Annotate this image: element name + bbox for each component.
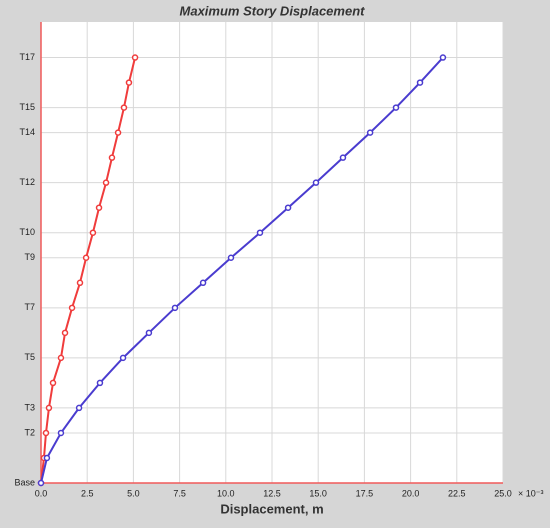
y-tick-label: T10 (19, 227, 35, 237)
x-tick-label: 7.5 (173, 488, 186, 498)
data-point (145, 329, 153, 337)
y-tick-label: T15 (19, 102, 35, 112)
data-point (45, 404, 53, 412)
y-tick-label: T2 (24, 427, 35, 437)
x-tick-label: 22.5 (448, 488, 466, 498)
x-axis-label: Displacement, m (220, 501, 323, 516)
data-point (43, 454, 51, 462)
data-point (284, 204, 292, 211)
data-point (61, 329, 69, 337)
data-point (256, 229, 264, 236)
data-point (95, 204, 103, 211)
series-line (40, 56, 444, 484)
data-point (49, 379, 57, 387)
data-point (114, 129, 122, 136)
data-point (82, 254, 90, 262)
y-tick-label: T14 (19, 127, 35, 137)
y-tick-label: T9 (24, 252, 35, 262)
data-point (199, 279, 207, 287)
data-point (339, 154, 347, 161)
data-point (76, 279, 84, 287)
data-point (227, 254, 235, 262)
data-point (366, 129, 374, 136)
x-tick-label: 17.5 (356, 488, 374, 498)
data-point (42, 429, 50, 437)
y-tick-label: T3 (24, 402, 35, 412)
x-tick-label: 2.5 (81, 488, 94, 498)
x-tick-label: 15.0 (309, 488, 327, 498)
y-tick-label: T17 (19, 52, 35, 62)
data-point (171, 304, 179, 312)
data-point (392, 104, 400, 111)
data-point (96, 379, 104, 387)
series-line (40, 57, 137, 484)
x-tick-label: 20.0 (402, 488, 420, 498)
data-point (108, 154, 116, 161)
y-tick-label: T5 (24, 352, 35, 362)
data-point (37, 479, 45, 487)
data-point (439, 54, 447, 61)
chart-title: Maximum Story Displacement (180, 3, 366, 18)
data-point (416, 79, 424, 86)
data-point (102, 179, 110, 186)
x-tick-label: 10.0 (217, 488, 235, 498)
y-tick-label: T7 (24, 302, 35, 312)
x-tick-label: 25.0 (494, 488, 512, 498)
x-tick-label: 12.5 (263, 488, 281, 498)
data-point (68, 304, 76, 312)
x-tick-label: 5.0 (127, 488, 140, 498)
data-point (131, 54, 139, 61)
data-point (125, 79, 133, 86)
y-tick-label: Base (14, 477, 35, 487)
data-point (119, 354, 127, 362)
data-point (120, 104, 128, 111)
data-point (75, 404, 83, 412)
x-tick-label: 0.0 (35, 488, 48, 498)
data-point (89, 229, 97, 236)
data-point (312, 179, 320, 186)
data-point (57, 354, 65, 362)
y-tick-label: T12 (19, 177, 35, 187)
data-point (57, 429, 65, 437)
x-multiplier: × 10⁻³ (518, 488, 544, 498)
